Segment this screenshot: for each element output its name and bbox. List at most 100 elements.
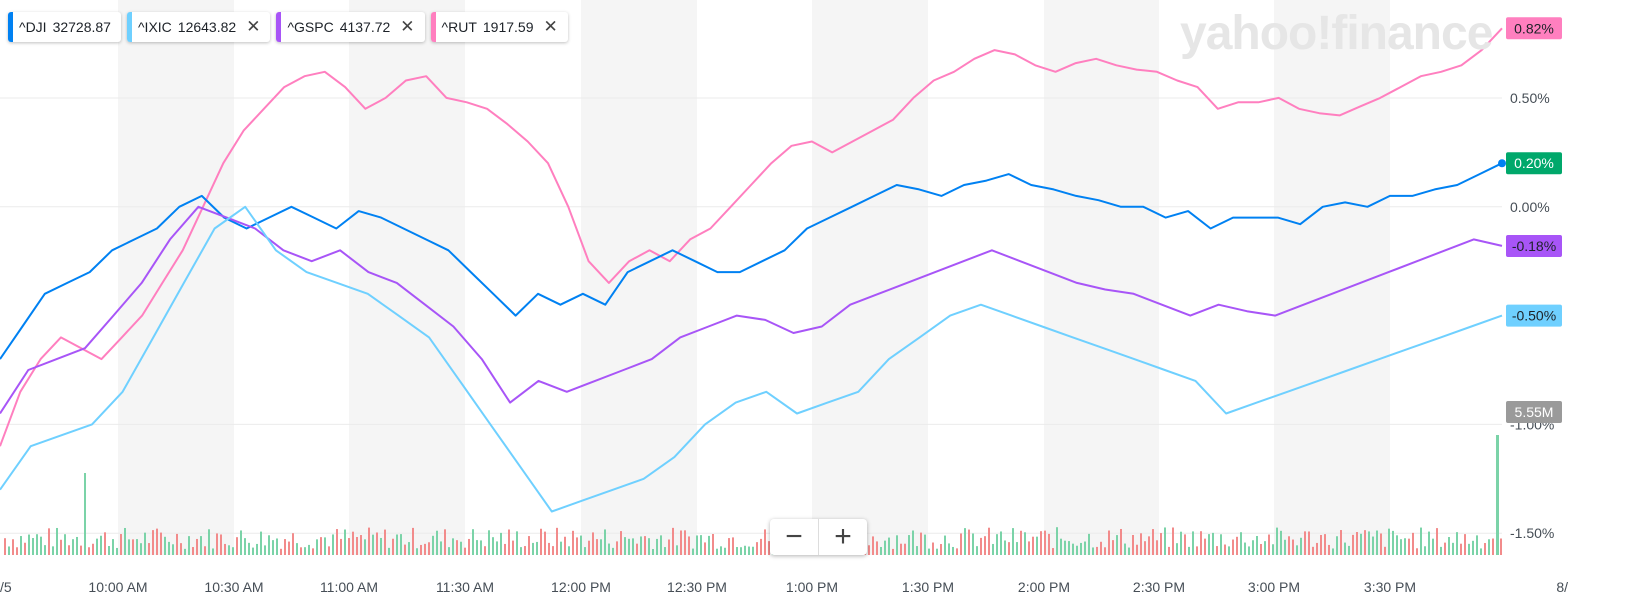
volume-bar	[304, 547, 306, 555]
volume-bar	[692, 548, 694, 555]
volume-bar	[1420, 527, 1422, 555]
volume-bar	[720, 546, 722, 555]
volume-bar	[764, 529, 766, 555]
volume-bar	[528, 536, 530, 555]
volume-bar	[1256, 535, 1258, 555]
close-icon[interactable]: ✕	[246, 17, 261, 36]
volume-bar	[560, 541, 562, 555]
volume-bar	[1464, 534, 1466, 555]
volume-bar	[672, 527, 674, 555]
rut-color-swatch	[430, 12, 436, 42]
close-icon[interactable]: ✕	[543, 17, 558, 36]
volume-bar	[492, 537, 494, 555]
volume-bar	[1296, 545, 1298, 555]
legend-chip-dji[interactable]: ^DJI 32728.87	[8, 12, 121, 42]
volume-bar	[1004, 540, 1006, 555]
volume-bar	[768, 541, 770, 555]
end-label-bg	[1506, 152, 1562, 175]
volume-bar	[1408, 538, 1410, 555]
volume-bar	[1492, 538, 1494, 555]
close-icon[interactable]: ✕	[400, 17, 415, 36]
volume-bar	[728, 538, 730, 555]
volume-bar	[524, 546, 526, 555]
volume-bar	[348, 538, 350, 555]
volume-bar	[268, 535, 270, 555]
volume-bar	[656, 538, 658, 555]
end-label-bg	[1506, 234, 1562, 257]
zoom-out-button[interactable]: −	[785, 520, 803, 553]
volume-bar	[428, 542, 430, 555]
volume-bar	[16, 547, 18, 555]
volume-bar	[916, 546, 918, 555]
volume-bar	[1060, 538, 1062, 555]
volume-bar	[912, 530, 914, 555]
volume-bar	[1144, 541, 1146, 555]
end-label: -0.18%	[1512, 238, 1556, 254]
x-tick-label: 10:00 AM	[88, 579, 147, 595]
volume-bar	[336, 529, 338, 555]
volume-bar	[96, 538, 98, 555]
volume-bar	[388, 547, 390, 555]
volume-bar	[1412, 532, 1414, 555]
zoom-in-button[interactable]: +	[818, 519, 867, 555]
volume-bar	[512, 540, 514, 555]
volume-bar	[360, 535, 362, 555]
volume-bar	[1212, 532, 1214, 555]
volume-bar	[1240, 532, 1242, 555]
legend-chip-ixic[interactable]: ^IXIC 12643.82 ✕	[126, 12, 271, 42]
volume-bar	[944, 535, 946, 555]
volume-bar	[108, 546, 110, 555]
volume-bar	[1164, 527, 1166, 555]
volume-bar	[432, 535, 434, 555]
volume-bar	[1292, 539, 1294, 555]
volume-bar	[760, 538, 762, 555]
volume-bar	[1436, 528, 1438, 555]
volume-bar	[1140, 533, 1142, 555]
volume-bar	[1480, 548, 1482, 555]
volume-bar	[1276, 527, 1278, 555]
volume-bar	[724, 547, 726, 555]
legend-chip-gspc[interactable]: ^GSPC 4137.72 ✕	[276, 12, 425, 42]
volume-bar	[1064, 540, 1066, 555]
volume-bar	[508, 529, 510, 555]
volume-bar	[676, 545, 678, 555]
volume-bar	[276, 538, 278, 555]
volume-bar	[596, 539, 598, 555]
legend-chip-rut[interactable]: ^RUT 1917.59 ✕	[430, 12, 568, 42]
y-tick-label: -1.50%	[1510, 525, 1554, 541]
volume-bar	[1012, 528, 1014, 555]
volume-bar	[448, 547, 450, 555]
volume-bar	[956, 548, 958, 555]
volume-bar	[1080, 542, 1082, 555]
volume-bar	[344, 529, 346, 555]
volume-bar	[992, 543, 994, 555]
volume-bar	[1148, 536, 1150, 555]
volume-bar	[424, 543, 426, 555]
volume-bar	[1248, 546, 1250, 555]
volume-bar	[1496, 435, 1499, 555]
volume-bar	[1404, 538, 1406, 555]
volume-bar	[1416, 548, 1418, 555]
volume-bar	[1308, 531, 1310, 555]
volume-bar	[924, 534, 926, 555]
volume-bar	[1128, 547, 1130, 555]
volume-bar	[1032, 536, 1034, 555]
volume-bar	[136, 539, 138, 555]
time-band	[349, 0, 465, 555]
volume-bar	[340, 538, 342, 555]
volume-bar	[872, 536, 874, 555]
end-label: -0.50%	[1512, 308, 1556, 324]
time-bands	[118, 0, 1390, 555]
volume-bar	[536, 541, 538, 555]
volume-bar	[624, 537, 626, 555]
volume-bar	[184, 548, 186, 555]
volume-bar	[1188, 546, 1190, 555]
ixic-color-swatch	[126, 12, 132, 42]
x-tick-label: 11:00 AM	[320, 579, 378, 595]
volume-bar	[356, 537, 358, 555]
volume-bar	[652, 548, 654, 555]
volume-bar	[1324, 534, 1326, 555]
rut-value: 1917.59	[482, 19, 534, 35]
volume-bar	[332, 534, 334, 555]
volume-bar	[68, 545, 70, 555]
